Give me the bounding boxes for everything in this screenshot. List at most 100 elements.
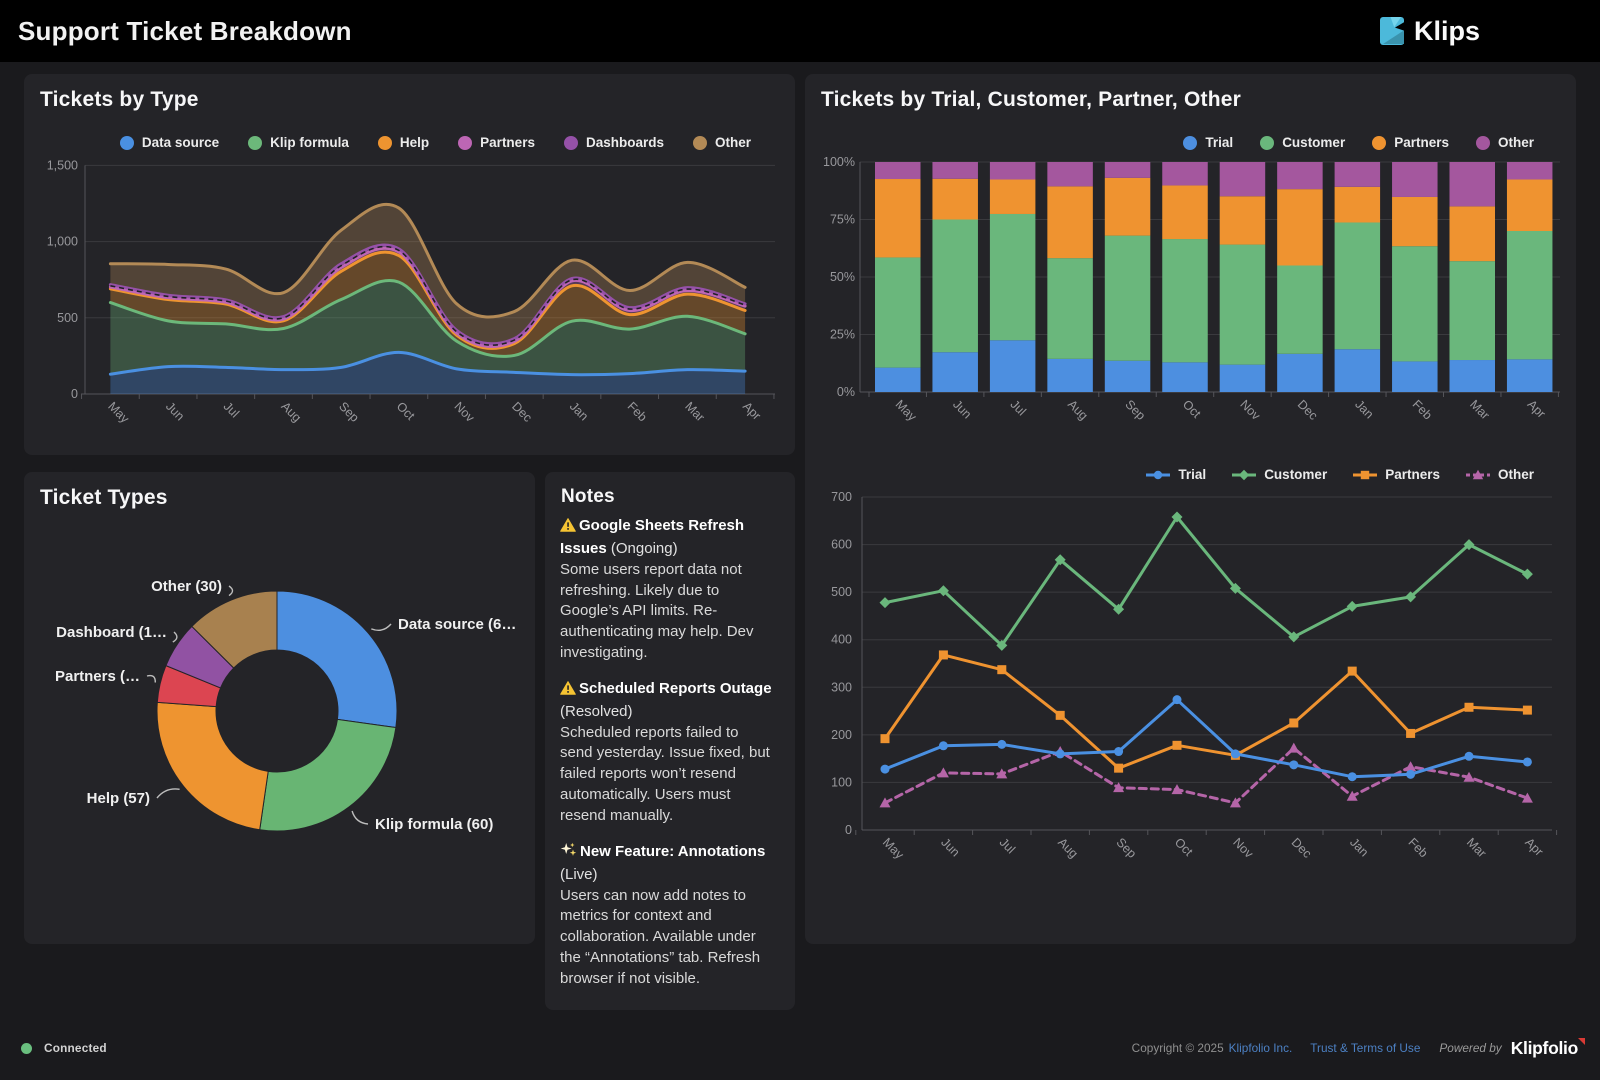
svg-text:Mar: Mar	[1467, 397, 1492, 422]
legend-item-partners[interactable]: Partners	[1353, 467, 1440, 482]
legend-bar-chart: Trial Customer Partners Other	[805, 135, 1534, 150]
note-status: (Live)	[560, 865, 598, 883]
donut-chart-ticket-types[interactable]: Data source (6… Klip formula (60) Help (57…	[24, 472, 535, 944]
legend-item-trial[interactable]: Trial	[1146, 467, 1206, 482]
svg-text:Jun: Jun	[163, 399, 187, 423]
klipfolio-inc-link[interactable]: Klipfolio Inc.	[1228, 1041, 1293, 1055]
note-title: New Feature: Annotations	[580, 842, 766, 860]
klipfolio-red-corner-icon	[1578, 1037, 1585, 1045]
svg-text:400: 400	[831, 633, 852, 647]
bar-chart-tickets-by-segment[interactable]: 0% 25% 50% 75% 100% May Jun Jul Aug Sep Oct Nov Dec J…	[805, 74, 1576, 455]
legend-item-dashboards[interactable]: Dashboards	[563, 135, 664, 150]
donut-slice-help-57[interactable]	[156, 701, 269, 831]
legend-item-data-source[interactable]: Data source	[119, 135, 219, 150]
area-chart-tickets-by-type[interactable]: 0 500 1,000 1,500 May Jun Jul Aug Sep Oct Nov Dec Ja…	[24, 74, 795, 455]
copyright-text: Copyright © 2025	[1131, 1041, 1224, 1055]
svg-text:1,000: 1,000	[47, 235, 78, 249]
panel-title-tickets-by-type: Tickets by Type	[40, 88, 199, 111]
line-chart-tickets-by-segment[interactable]: 0 100 200 300 400 500 600 700 May Jun Jul Aug Sep Oct…	[805, 474, 1576, 944]
svg-text:Jun: Jun	[938, 835, 962, 859]
connected-label: Connected	[44, 1041, 107, 1055]
legend-item-customer[interactable]: Customer	[1232, 467, 1327, 482]
legend-item-customer[interactable]: Customer	[1260, 135, 1345, 150]
powered-by-label: Powered by	[1439, 1041, 1502, 1055]
terms-link[interactable]: Trust & Terms of Use	[1310, 1041, 1421, 1055]
svg-text:Feb: Feb	[1405, 835, 1430, 860]
donut-slice-klip-formula-60[interactable]	[259, 718, 397, 832]
legend-swatch	[1260, 135, 1275, 150]
svg-text:Aug: Aug	[278, 399, 304, 425]
legend-label: Other	[1497, 467, 1534, 482]
donut-label: Partners (…	[55, 668, 140, 685]
svg-text:500: 500	[831, 585, 852, 599]
legend-item-partners[interactable]: Partners	[1372, 135, 1449, 150]
svg-text:Jul: Jul	[1008, 397, 1029, 418]
panel-tickets-by-segment: Tickets by Trial, Customer, Partner, Oth…	[805, 74, 1576, 944]
svg-text:Jul: Jul	[221, 399, 242, 420]
panel-notes: Notes Google Sheets Refresh Issues (Ongo…	[545, 472, 795, 1010]
svg-text:100: 100	[831, 775, 852, 789]
sparkles-icon	[560, 842, 577, 865]
svg-text:100%: 100%	[823, 155, 855, 169]
legend-item-klip-formula[interactable]: Klip formula	[248, 135, 349, 150]
legend-label: Trial	[1205, 135, 1234, 150]
page-title: Support Ticket Breakdown	[18, 15, 352, 46]
svg-text:Sep: Sep	[1113, 835, 1139, 861]
legend-swatch	[119, 135, 134, 150]
svg-text:May: May	[893, 397, 920, 424]
svg-text:Mar: Mar	[682, 399, 707, 424]
legend-item-other[interactable]: Other	[1475, 135, 1534, 150]
svg-text:Apr: Apr	[740, 399, 764, 423]
legend-item-partners[interactable]: Partners	[458, 135, 535, 150]
svg-text:75%: 75%	[830, 213, 855, 227]
svg-text:Jul: Jul	[997, 835, 1018, 856]
legend-swatch	[1372, 135, 1387, 150]
donut-label: Other (30)	[151, 578, 222, 595]
legend-swatch	[1183, 135, 1198, 150]
svg-text:May: May	[880, 835, 907, 862]
note-item: Google Sheets Refresh Issues (Ongoing) S…	[560, 516, 774, 664]
panel-title-notes: Notes	[561, 486, 615, 507]
legend-label: Dashboards	[585, 135, 664, 150]
svg-text:300: 300	[831, 680, 852, 694]
donut-label: Data source (6…	[398, 616, 516, 633]
legend-swatch	[692, 135, 707, 150]
legend-swatch	[458, 135, 473, 150]
svg-text:Jan: Jan	[1347, 835, 1371, 859]
svg-text:0: 0	[71, 387, 78, 401]
donut-slice-other-30[interactable]	[191, 590, 278, 669]
svg-text:Sep: Sep	[336, 399, 362, 425]
legend-swatch	[1475, 135, 1490, 150]
legend-item-other[interactable]: Other	[692, 135, 751, 150]
svg-text:1,500: 1,500	[47, 158, 78, 172]
panel-title-ticket-types: Ticket Types	[40, 486, 168, 509]
legend-label: Other	[714, 135, 751, 150]
notes-body: Google Sheets Refresh Issues (Ongoing) S…	[560, 516, 774, 1005]
header-bar: Support Ticket Breakdown Klips	[0, 0, 1600, 62]
legend-item-trial[interactable]: Trial	[1183, 135, 1233, 150]
svg-text:0%: 0%	[837, 385, 855, 399]
svg-text:0: 0	[845, 823, 852, 837]
svg-text:Nov: Nov	[1230, 835, 1256, 861]
legend-label: Partners	[1394, 135, 1449, 150]
svg-text:Nov: Nov	[451, 399, 477, 425]
donut-label: Dashboard (1…	[56, 624, 167, 641]
svg-text:Aug: Aug	[1065, 397, 1091, 423]
legend-item-help[interactable]: Help	[377, 135, 429, 150]
legend-swatch	[1232, 469, 1257, 480]
panel-ticket-types: Ticket Types Data source (6… Klip formula…	[24, 472, 535, 944]
warning-icon	[560, 680, 576, 702]
svg-text:Jan: Jan	[567, 399, 591, 423]
panel-tickets-by-type: Tickets by Type Data source Klip formula H…	[24, 74, 795, 455]
legend-label: Partners	[480, 135, 535, 150]
legend-label: Klip formula	[270, 135, 349, 150]
legend-tickets-by-type: Data source Klip formula Help Partners Dashb…	[24, 135, 751, 150]
svg-text:Dec: Dec	[1295, 397, 1321, 423]
svg-text:Apr: Apr	[1525, 397, 1549, 421]
legend-swatch	[248, 135, 263, 150]
svg-text:Aug: Aug	[1055, 835, 1081, 861]
legend-item-other[interactable]: Other	[1465, 467, 1534, 482]
donut-slice-data-source-6[interactable]	[276, 590, 398, 729]
svg-text:600: 600	[831, 538, 852, 552]
klips-logo-icon	[1379, 17, 1404, 45]
